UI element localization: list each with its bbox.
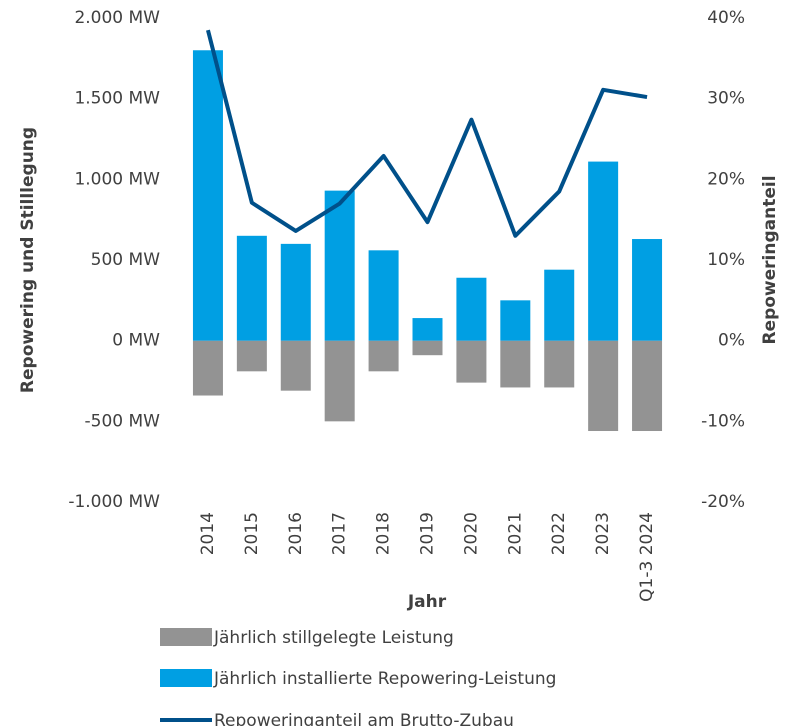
x-tick-label: 2015 (242, 512, 262, 555)
legend-label: Jährlich stillgelegte Leistung (213, 628, 454, 648)
y2-tick-label: -10% (701, 411, 745, 431)
bar (280, 340, 311, 391)
x-tick-label: 2020 (461, 512, 481, 555)
bar (632, 239, 663, 341)
x-tick-label: 2014 (198, 512, 218, 555)
bar (236, 235, 267, 341)
x-axis-title: Jahr (407, 592, 447, 612)
x-tick-label: Q1-3 2024 (637, 512, 657, 602)
bar (324, 340, 355, 422)
bar (456, 340, 487, 383)
y-tick-label: -500 MW (85, 411, 161, 431)
x-tick-label: 2017 (330, 512, 350, 555)
legend-label: Repoweringanteil am Brutto-Zubau (214, 711, 514, 726)
x-tick-label: 2023 (593, 512, 613, 555)
y-tick-label: 1.500 MW (74, 89, 160, 109)
y2-tick-label: 0% (718, 331, 745, 351)
y-tick-label: 2.000 MW (74, 8, 160, 28)
bar (324, 190, 355, 341)
x-tick-label: 2022 (549, 512, 569, 555)
bar (192, 50, 223, 341)
legend-label: Jährlich installierte Repowering-Leistun… (213, 669, 556, 689)
bar (412, 318, 443, 341)
x-tick-label: 2019 (418, 512, 438, 555)
y2-tick-label: 10% (707, 250, 745, 270)
bar (236, 340, 267, 372)
y-tick-label: 1.000 MW (74, 169, 160, 189)
x-tick-label: 2018 (374, 512, 394, 555)
bar (412, 340, 443, 356)
y-tick-label: -1.000 MW (68, 492, 160, 512)
y2-axis-title: Repoweringanteil (760, 175, 780, 344)
x-tick-label: 2021 (505, 512, 525, 555)
y2-tick-label: 40% (707, 8, 745, 28)
line (206, 29, 648, 238)
bar (500, 340, 531, 388)
legend-swatch (160, 669, 212, 687)
bar (368, 250, 399, 341)
bar (544, 269, 575, 341)
y2-tick-label: -20% (701, 492, 745, 512)
bar (632, 340, 663, 432)
x-tick-label: 2016 (286, 512, 306, 555)
bar (456, 277, 487, 341)
bar (544, 340, 575, 388)
y-tick-label: 500 MW (91, 250, 161, 270)
bar (588, 340, 619, 432)
y-axis-title: Repowering und Stilllegung (18, 127, 38, 393)
bar (192, 340, 223, 396)
y2-tick-label: 30% (707, 89, 745, 109)
bar (368, 340, 399, 372)
y-tick-label: 0 MW (112, 331, 160, 351)
bar (280, 243, 311, 341)
bar (500, 300, 531, 341)
bar (588, 161, 619, 341)
y2-tick-label: 20% (707, 169, 745, 189)
legend-swatch (160, 628, 212, 646)
